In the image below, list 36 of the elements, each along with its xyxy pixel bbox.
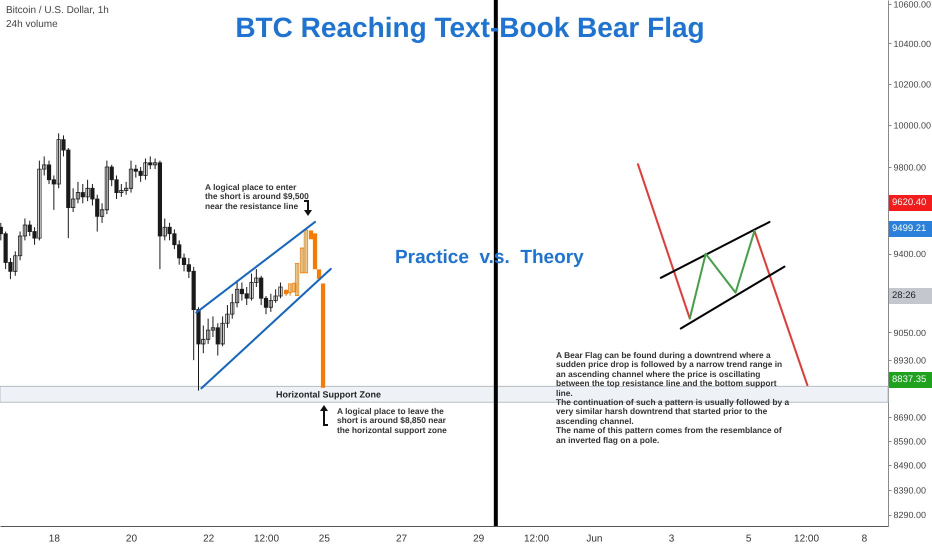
- x-tick-label: 27: [396, 534, 408, 544]
- text: 9620.40: [889, 195, 932, 211]
- y-tick-label: 8290.00: [894, 510, 926, 520]
- annotation: A logical place to enter the short is around $9,500 near the resistance line: [205, 182, 310, 212]
- annotation: A logical place to leave the short is around $8,850 near the horizontal support zone: [337, 406, 448, 436]
- x-tick-label: 22: [203, 534, 215, 544]
- x-tick-label: 18: [48, 534, 60, 544]
- text: A Bear Flag can be found during a downtrend where a sudden price drop is followed by a narrow trend range in an ascending channel where the price is oscillating between the top resistance line and the bottom support line. The continuation of such a pattern is usually followed by a very similar harsh downtrend that started prior to the ascending channel. The name of this pattern comes from the resemblance of an inverted flag on a pole.: [556, 350, 790, 445]
- x-tick-label: 12:00: [794, 534, 820, 544]
- x-tick-label: 25: [318, 534, 330, 544]
- annotation: Bitcoin / U.S. Dollar, 1h: [6, 5, 109, 16]
- x-tick-label: 12:00: [524, 534, 550, 544]
- y-tick-label: 9400.00: [894, 249, 926, 260]
- y-tick-label: 10400.00: [894, 39, 932, 49]
- x-tick-label: 29: [473, 534, 485, 544]
- y-tick-label: 8390.00: [894, 485, 926, 496]
- y-tick-label: 8690.00: [894, 412, 926, 422]
- y-tick-label: 9050.00: [894, 328, 926, 338]
- x-tick-label: 5: [746, 534, 752, 544]
- band-label: Horizontal Support Zone: [276, 389, 382, 400]
- text: 8837.35: [889, 372, 932, 388]
- y-tick-label: 10000.00: [894, 120, 932, 130]
- x-tick-label: 12:00: [254, 534, 280, 544]
- x-tick-label: 8: [862, 534, 868, 544]
- y-tick-label: 8930.00: [894, 356, 926, 366]
- x-tick-label: Jun: [586, 534, 602, 544]
- y-tick-label: 8590.00: [894, 436, 926, 446]
- y-tick-label: 10600.00: [894, 0, 932, 10]
- x-tick-label: 20: [126, 534, 138, 544]
- annotation: 24h volume: [6, 19, 58, 30]
- y-tick-label: 10200.00: [894, 79, 932, 90]
- y-tick-label: 9800.00: [894, 162, 926, 172]
- text: 28:26: [889, 288, 932, 304]
- y-tick-label: 8490.00: [894, 460, 926, 471]
- x-tick-label: 3: [668, 534, 675, 544]
- text: 9499.21: [889, 221, 932, 237]
